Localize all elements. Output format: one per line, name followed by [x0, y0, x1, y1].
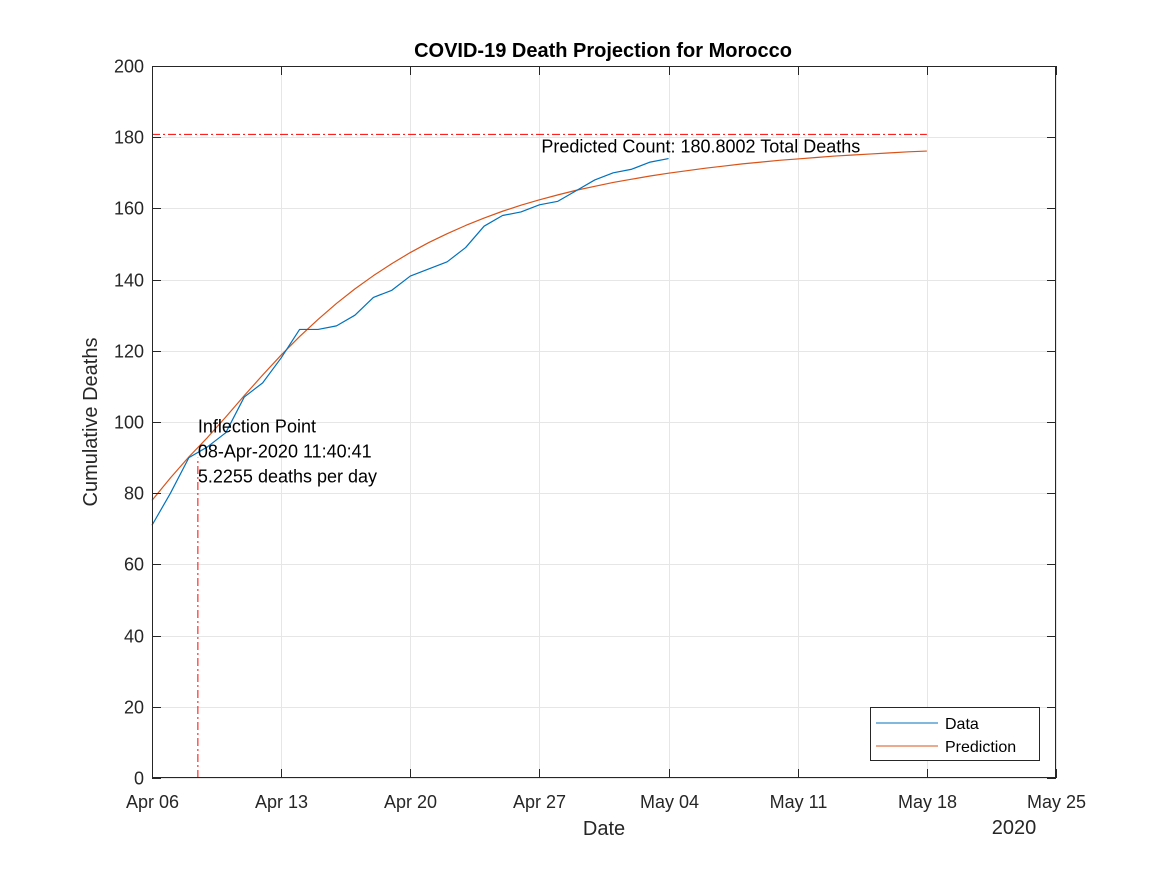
y-tick-label: 80 [124, 484, 144, 504]
x-tick-label: Apr 27 [513, 792, 566, 812]
y-tick-label: 160 [114, 199, 144, 219]
y-tick-label: 100 [114, 413, 144, 433]
tick-marks [152, 66, 1057, 779]
x-tick-label: Apr 06 [126, 792, 179, 812]
x-tick-label: May 04 [640, 792, 699, 812]
y-axis-title: Cumulative Deaths [80, 338, 102, 507]
series-line-data [151, 157, 669, 526]
legend-data-label: Data [945, 716, 979, 733]
x-tick-label: May 18 [898, 792, 957, 812]
inflection-annotation: Inflection Point 08-Apr-2020 11:40:41 5.… [198, 417, 377, 487]
x-tick-labels: Apr 06 Apr 13 Apr 20 Apr 27 May 04 May 11 May … [126, 792, 1086, 812]
legend: Data Prediction [870, 707, 1040, 761]
y-tick-label: 180 [114, 128, 144, 148]
y-tick-labels: 0 20 40 60 80 100 120 140 160 180 200 [114, 57, 144, 789]
legend-box [870, 707, 1040, 761]
chart-title: COVID-19 Death Projection for Morocco [414, 40, 792, 62]
y-tick-label: 140 [114, 271, 144, 291]
y-tick-label: 0 [134, 769, 144, 789]
x-axis-title: Date [583, 818, 625, 840]
inflection-rate: 5.2255 deaths per day [198, 467, 377, 487]
predicted-count-annotation: Predicted Count: 180.8002 Total Deaths [541, 136, 860, 156]
reference-lines [152, 133, 927, 778]
y-tick-label: 120 [114, 342, 144, 362]
y-tick-label: 40 [124, 627, 144, 647]
x-tick-label: Apr 13 [255, 792, 308, 812]
inflection-date: 08-Apr-2020 11:40:41 [198, 442, 372, 462]
plot-area [151, 66, 1057, 779]
series-layer [151, 150, 927, 526]
x-tick-label: May 11 [770, 792, 828, 812]
y-tick-label: 60 [124, 555, 144, 575]
y-tick-label: 20 [124, 698, 144, 718]
series-line-prediction [151, 150, 927, 501]
x-tick-label: Apr 20 [384, 792, 437, 812]
y-tick-label: 200 [114, 57, 144, 77]
inflection-title: Inflection Point [198, 417, 316, 437]
legend-prediction-label: Prediction [945, 739, 1016, 756]
x-tick-label: May 25 [1027, 792, 1086, 812]
x-axis-year-label: 2020 [992, 817, 1037, 839]
